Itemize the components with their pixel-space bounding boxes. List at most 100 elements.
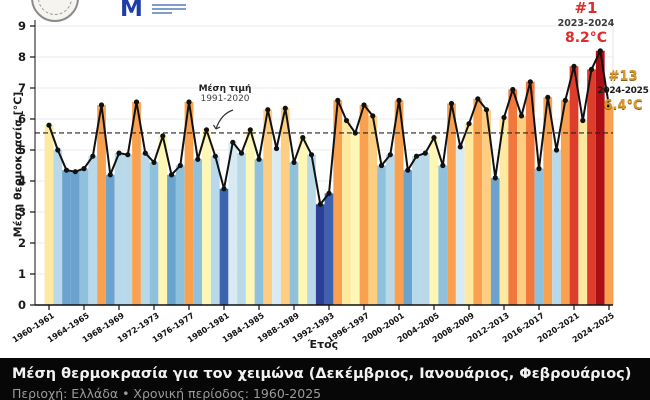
temperature-bar (543, 97, 553, 305)
temperature-bar (534, 168, 544, 305)
data-point-marker (588, 66, 595, 72)
data-point-marker (326, 190, 332, 196)
temperature-bar (175, 165, 185, 305)
temperature-bar (508, 89, 518, 305)
data-point-marker (501, 114, 507, 121)
y-tick-label: 9 (18, 19, 26, 33)
data-point-marker (116, 150, 122, 156)
temperature-bar (228, 142, 238, 306)
temperature-bar (394, 100, 404, 306)
temperature-bar (202, 129, 211, 305)
temperature-bar (272, 148, 281, 305)
y-tick-label: 8 (18, 50, 26, 64)
data-point-marker (536, 166, 542, 172)
temperature-bar (420, 153, 430, 305)
data-point-marker (483, 107, 490, 113)
temperature-bar (587, 69, 596, 306)
temperature-bar (315, 204, 325, 306)
y-tick-label: 2 (18, 236, 26, 250)
data-point-marker (413, 153, 420, 159)
data-point-marker (335, 97, 341, 103)
temperature-bar (280, 108, 290, 305)
data-point-marker (256, 156, 262, 162)
temperature-bar (525, 81, 535, 305)
temperature-bar (193, 159, 203, 305)
temperature-bar (499, 117, 509, 305)
data-point-marker (518, 113, 525, 119)
temperature-bar (359, 105, 369, 305)
data-point-marker (527, 79, 533, 85)
temperature-bar (263, 109, 273, 305)
temperature-bar (569, 66, 579, 305)
temperature-bar (62, 170, 71, 305)
rank13-season: 2024-2025 (597, 86, 649, 96)
data-point-marker (597, 48, 603, 54)
data-point-marker (440, 162, 446, 169)
data-point-marker (81, 166, 87, 172)
seal-logo-inner-ring (38, 0, 72, 15)
rank1-annotation: #1 2023-2024 8.2°C (551, 1, 621, 45)
data-point-marker (133, 99, 140, 105)
mean-annotation-arrow (215, 109, 234, 130)
mean-line-annotation-title: Μέση τιμή (198, 84, 252, 94)
temperature-bar (79, 168, 89, 305)
chart-title: Μέση θερμοκρασία για τον χειμώνα (Δεκέμβ… (12, 366, 632, 382)
temperature-bar (123, 154, 133, 305)
temperature-bar (289, 162, 299, 305)
temperature-bar (595, 50, 605, 305)
data-point-marker (562, 97, 568, 103)
data-point-marker (606, 104, 612, 110)
temperature-bar (604, 106, 614, 305)
data-point-marker (545, 94, 551, 100)
rank13-annotation: #13 2024-2025 6.4°C (596, 70, 650, 112)
temperature-bar (158, 136, 168, 305)
data-point-marker (142, 150, 148, 156)
data-point-marker (282, 105, 288, 111)
temperature-bar (105, 174, 115, 305)
data-point-marker (265, 107, 271, 113)
m-logo-caption-lines (152, 2, 186, 16)
x-axis-label: Έτος (307, 338, 339, 351)
y-axis-label: Μέση θερμοκρασία [°C] (11, 91, 25, 238)
data-point-marker (308, 152, 315, 158)
chart-subtitle: Περιοχή: Ελλάδα • Χρονική περίοδος: 1960… (12, 386, 322, 400)
temperature-bar (342, 120, 351, 305)
data-point-marker (370, 113, 376, 119)
temperature-bar (114, 153, 124, 305)
data-point-marker (63, 167, 70, 173)
temperature-bar (167, 174, 176, 305)
y-tick-label: 0 (18, 298, 26, 312)
data-point-marker (343, 117, 350, 124)
y-tick-label: 6 (18, 112, 26, 126)
y-tick-label: 1 (18, 267, 26, 281)
temperature-bar (412, 156, 421, 305)
data-point-marker (212, 153, 218, 159)
data-point-marker (510, 86, 516, 93)
mean-annotation-arrowhead (212, 124, 221, 130)
data-point-marker (230, 139, 236, 145)
temperature-bar (447, 103, 456, 305)
data-point-marker (247, 127, 253, 133)
data-point-marker (203, 127, 210, 133)
data-point-marker (238, 150, 245, 156)
data-point-marker (317, 201, 323, 207)
temperature-bar (44, 125, 54, 305)
temperature-bar (298, 137, 308, 305)
rank1-badge: #1 (574, 0, 598, 17)
temperature-bar (53, 150, 63, 305)
data-point-marker (186, 99, 192, 105)
data-point-marker (448, 100, 455, 107)
temperature-bar (464, 123, 474, 305)
temperature-bar (403, 170, 413, 305)
data-point-marker (177, 162, 183, 169)
temperature-bar (377, 165, 386, 305)
data-point-marker (422, 150, 428, 156)
data-point-marker (46, 122, 52, 128)
temperature-bar (254, 159, 264, 305)
temperature-bar (490, 177, 500, 305)
temperature-bar (473, 98, 483, 305)
data-point-marker (98, 102, 105, 108)
rank13-temperature: 6.4°C (603, 98, 643, 113)
data-point-marker (90, 153, 96, 159)
